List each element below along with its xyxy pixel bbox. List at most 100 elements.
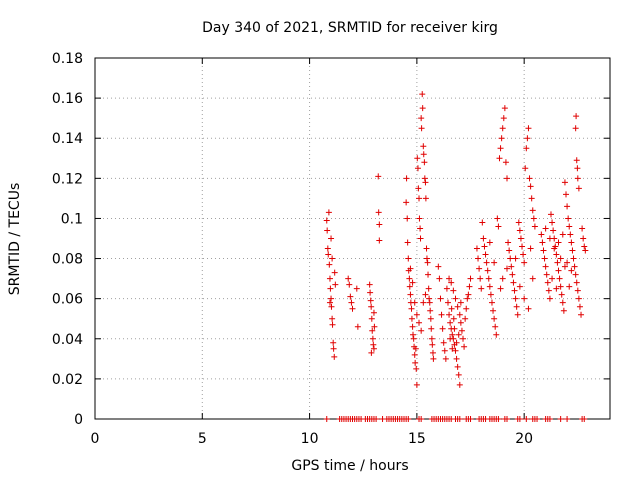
data-point [561,263,568,270]
data-point [508,263,515,270]
data-point [455,371,462,378]
data-point [575,295,582,302]
data-point [416,319,423,326]
data-point [413,381,420,388]
data-point [493,331,500,338]
data-point [456,311,463,318]
data-point [442,355,449,362]
data-point [353,285,360,292]
data-point [487,291,494,298]
data-point [460,335,467,342]
data-point [414,155,421,162]
data-point [565,215,572,222]
data-point [513,303,520,310]
data-point [580,235,587,242]
data-point [499,125,506,132]
data-point [418,416,425,422]
data-point [466,283,473,290]
data-point [573,157,580,164]
data-point [546,416,553,422]
y-tick-label: 0 [74,412,83,428]
plot-area-border [94,57,611,420]
data-point [330,345,337,352]
data-point [490,307,497,314]
data-point [348,299,355,306]
data-point [574,175,581,182]
data-point [421,159,428,166]
data-point [526,175,533,182]
data-point [424,259,431,266]
data-point [553,251,560,258]
data-point [409,323,416,330]
data-point [456,416,463,422]
data-point [325,251,332,258]
data-point [452,347,459,354]
data-point [509,271,516,278]
data-point [563,191,570,198]
data-point [566,223,573,230]
data-point [491,259,498,266]
data-point [345,275,352,282]
data-point [418,327,425,334]
grid-lines [95,58,610,419]
data-point [510,279,517,286]
data-point [531,223,538,230]
data-point [406,283,413,290]
data-point [330,339,337,346]
y-tick-label: 0.1 [61,211,83,227]
data-point [422,179,429,186]
data-point [326,261,333,268]
data-point [376,221,383,228]
data-point [540,247,547,254]
data-point [461,343,468,350]
data-point [326,275,333,282]
data-point [557,416,564,422]
data-point [410,335,417,342]
data-point [512,255,519,262]
data-point [329,255,336,262]
data-point [414,165,421,172]
data-point [568,239,575,246]
data-point [413,365,420,372]
data-point [329,321,336,328]
data-point [464,295,471,302]
data-point [423,255,430,262]
data-point [514,311,521,318]
data-point [554,259,561,266]
data-point [422,195,429,202]
data-point [571,263,578,270]
data-point [408,305,415,312]
data-point [427,307,434,314]
y-tick-label: 0.12 [52,171,83,187]
data-point [581,243,588,250]
data-point [375,209,382,216]
data-point [480,235,487,242]
data-point [443,285,450,292]
data-point [475,255,482,262]
data-point [422,291,429,298]
data-point [564,203,571,210]
data-point [506,247,513,254]
data-point [370,309,377,316]
data-point [517,235,524,242]
data-point [419,105,426,112]
data-point [567,231,574,238]
data-point [419,91,426,98]
data-point [476,265,483,272]
data-point [457,299,464,306]
data-point [417,225,424,232]
data-point [546,235,553,242]
data-point [462,315,469,322]
data-point [328,295,335,302]
data-point [515,219,522,226]
data-point [477,275,484,282]
data-point [521,259,528,266]
data-point [405,416,412,422]
data-point [549,275,556,282]
y-tick-label: 0.06 [52,292,83,308]
data-point [569,247,576,254]
data-points [323,91,589,422]
data-point [564,416,571,422]
data-point [403,199,410,206]
